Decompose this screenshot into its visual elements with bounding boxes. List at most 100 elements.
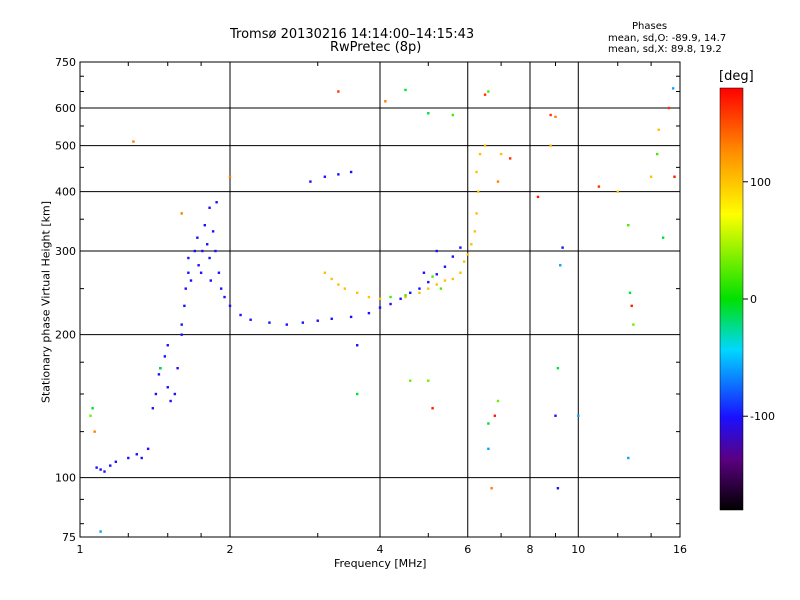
data-point — [427, 112, 430, 115]
data-point — [187, 256, 190, 260]
data-point — [577, 414, 580, 417]
y-tick-label: 500 — [55, 140, 76, 153]
data-point — [337, 283, 340, 286]
y-tick-label: 75 — [62, 531, 76, 544]
x-tick-label: 16 — [673, 543, 687, 556]
data-point — [173, 392, 177, 396]
data-point — [508, 157, 512, 160]
x-tick-label: 4 — [377, 543, 384, 556]
data-point — [114, 460, 118, 463]
colorbar-tick-label: 0 — [750, 293, 757, 306]
data-point — [616, 190, 619, 193]
data-point — [103, 470, 106, 473]
data-point — [439, 287, 443, 290]
data-point — [355, 344, 359, 347]
data-point — [193, 249, 197, 253]
data-point — [493, 414, 497, 417]
data-point — [146, 447, 150, 451]
scatter-points — [89, 87, 676, 533]
data-point — [435, 283, 438, 286]
data-point — [157, 373, 161, 376]
data-point — [330, 277, 333, 281]
data-point — [196, 236, 199, 239]
data-point — [627, 456, 630, 460]
data-point — [249, 318, 252, 321]
data-point — [673, 175, 676, 178]
data-point — [189, 279, 193, 282]
data-point — [140, 456, 143, 460]
data-point — [199, 271, 203, 274]
data-point — [655, 152, 659, 156]
data-point — [597, 185, 601, 188]
data-point — [554, 414, 557, 417]
data-point — [627, 224, 630, 227]
y-tick-label: 600 — [55, 102, 76, 115]
data-point — [135, 453, 138, 456]
colorbar-ticks: 100 0 -100 — [743, 176, 775, 423]
stats-title: Phases — [632, 21, 668, 32]
data-point — [475, 212, 478, 215]
data-point — [661, 236, 665, 239]
data-point — [478, 152, 482, 156]
data-point — [187, 271, 190, 274]
chart-subtitle: RwPretec (8p) — [330, 40, 422, 55]
data-point — [628, 291, 632, 295]
data-point — [203, 224, 206, 227]
data-point — [487, 90, 490, 93]
data-point — [183, 304, 186, 308]
data-point — [477, 190, 480, 193]
data-point — [404, 295, 407, 299]
data-point — [422, 271, 426, 274]
axes: 1 2 4 6 8 10 16 75 100 200 300 400 500 600 750 — [55, 56, 687, 556]
data-point — [470, 243, 473, 246]
data-point — [473, 230, 477, 233]
data-point — [435, 273, 438, 276]
data-point — [343, 287, 347, 290]
data-point — [355, 392, 359, 396]
data-point — [427, 287, 430, 290]
data-point — [487, 447, 490, 451]
colorbar — [719, 87, 744, 511]
data-point — [657, 128, 660, 131]
data-point — [217, 271, 221, 274]
data-point — [176, 366, 179, 370]
x-tick-label: 8 — [527, 543, 534, 556]
x-axis-label: Frequency [MHz] — [334, 557, 427, 570]
data-point — [151, 407, 155, 410]
y-axis-label: Stationary phase Virtual Height [km] — [39, 200, 53, 404]
data-point — [228, 175, 232, 178]
data-point — [99, 468, 102, 471]
data-point — [378, 306, 382, 309]
data-point — [349, 170, 353, 174]
data-point — [630, 304, 633, 308]
data-point — [499, 152, 503, 156]
data-point — [169, 399, 172, 403]
x-tick-label: 2 — [227, 543, 234, 556]
data-point — [483, 93, 487, 96]
data-point — [180, 323, 183, 326]
data-point — [443, 265, 447, 268]
data-point — [215, 201, 218, 204]
data-point — [443, 279, 447, 282]
data-point — [223, 295, 226, 299]
data-point — [496, 399, 500, 403]
data-point — [132, 140, 135, 143]
x-tick-label: 1 — [77, 543, 84, 556]
data-point — [427, 280, 430, 284]
y-tick-label: 100 — [55, 472, 76, 485]
data-point — [496, 180, 500, 183]
data-point — [487, 422, 490, 425]
data-point — [197, 264, 200, 267]
data-point — [355, 291, 359, 295]
data-point — [337, 90, 340, 93]
data-point — [378, 297, 382, 300]
data-point — [95, 466, 98, 469]
y-tick-label: 400 — [55, 186, 76, 199]
y-tick-label: 750 — [55, 56, 76, 69]
colorbar-label: [deg] — [719, 69, 754, 84]
data-point — [349, 315, 353, 319]
data-point — [431, 275, 434, 278]
data-point — [466, 253, 469, 256]
data-point — [549, 144, 552, 147]
